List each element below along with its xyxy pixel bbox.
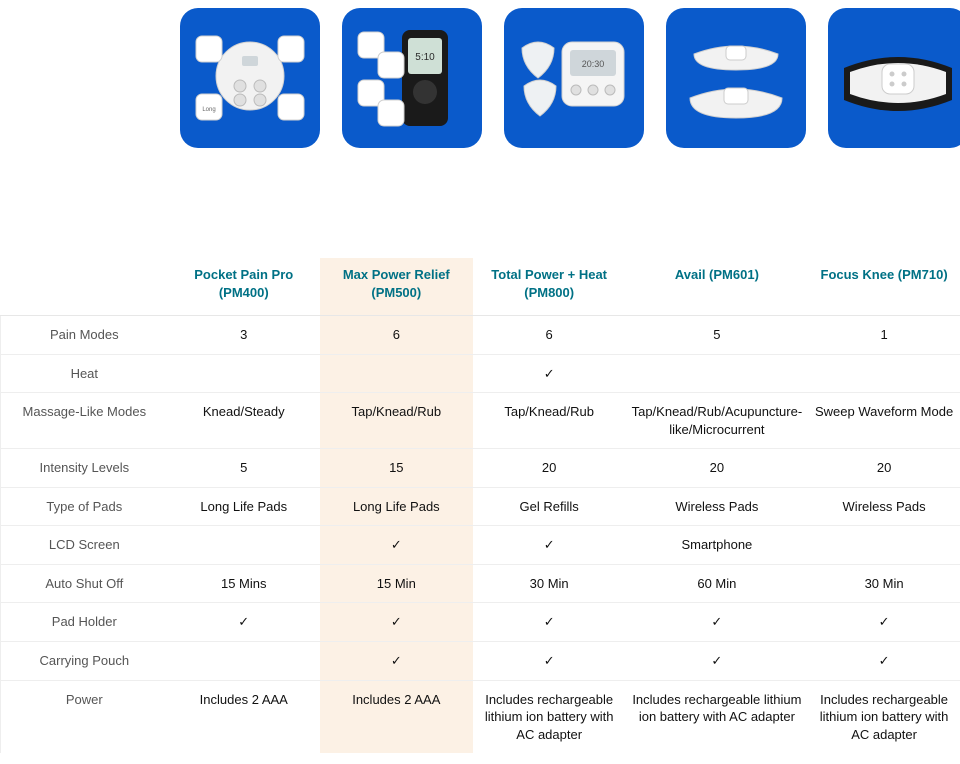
table-row: Auto Shut Off15 Mins15 Min30 Min60 Min30…	[1, 564, 960, 603]
row-label: Power	[1, 680, 168, 753]
cell: Wireless Pads	[626, 487, 809, 526]
table-row: Type of PadsLong Life PadsLong Life Pads…	[1, 487, 960, 526]
cell	[626, 354, 809, 393]
cell: ✓	[626, 603, 809, 642]
cell: 20	[626, 449, 809, 488]
table-row: Heat ✓	[1, 354, 960, 393]
cell: Long Life Pads	[168, 487, 320, 526]
cell: Includes 2 AAA	[168, 680, 320, 753]
table-row: Pain Modes36651	[1, 316, 960, 355]
table-row: PowerIncludes 2 AAAIncludes 2 AAAInclude…	[1, 680, 960, 753]
col-header-pm500[interactable]: Max Power Relief (PM500)	[320, 258, 473, 316]
cell: 15 Min	[320, 564, 473, 603]
col-header-pm400[interactable]: Pocket Pain Pro (PM400)	[168, 258, 320, 316]
cell: Includes rechargeable lithium ion batter…	[626, 680, 809, 753]
row-label: Pad Holder	[1, 603, 168, 642]
product-link[interactable]: Avail (PM601)	[632, 266, 803, 284]
cell: 15 Mins	[168, 564, 320, 603]
col-header-pm601[interactable]: Avail (PM601)	[626, 258, 809, 316]
table-row: Carrying Pouch✓✓✓✓	[1, 642, 960, 681]
cell: 6	[473, 316, 626, 355]
cell: 30 Min	[808, 564, 960, 603]
cell: Long Life Pads	[320, 487, 473, 526]
cell: Knead/Steady	[168, 393, 320, 449]
row-label: LCD Screen	[1, 526, 168, 565]
product-thumb-pm710[interactable]	[828, 8, 960, 148]
col-header-pm710[interactable]: Focus Knee (PM710)	[808, 258, 960, 316]
cell: Sweep Waveform Mode	[808, 393, 960, 449]
col-header-pm800[interactable]: Total Power + Heat (PM800)	[473, 258, 626, 316]
cell: ✓	[473, 354, 626, 393]
row-label: Heat	[1, 354, 168, 393]
svg-text:5:10: 5:10	[415, 52, 435, 63]
cell: Includes rechargeable lithium ion batter…	[808, 680, 960, 753]
cell: 6	[320, 316, 473, 355]
product-thumbnail-row: Long 5:10 20:30	[0, 0, 960, 148]
product-link[interactable]: Focus Knee (PM710)	[814, 266, 954, 284]
product-link[interactable]: Total Power + Heat (PM800)	[479, 266, 620, 301]
row-label: Auto Shut Off	[1, 564, 168, 603]
cell: ✓	[626, 642, 809, 681]
cell	[808, 354, 960, 393]
cell: ✓	[320, 526, 473, 565]
product-thumb-pm400[interactable]: Long	[180, 8, 320, 148]
cell: 20	[473, 449, 626, 488]
cell: Includes 2 AAA	[320, 680, 473, 753]
cell: Wireless Pads	[808, 487, 960, 526]
cell: 5	[626, 316, 809, 355]
cell: ✓	[473, 642, 626, 681]
cell: Smartphone	[626, 526, 809, 565]
table-row: Intensity Levels515202020	[1, 449, 960, 488]
cell: 5	[168, 449, 320, 488]
table-header-row: Pocket Pain Pro (PM400) Max Power Relief…	[1, 258, 960, 316]
product-thumb-pm601[interactable]	[666, 8, 806, 148]
product-link[interactable]: Pocket Pain Pro (PM400)	[174, 266, 314, 301]
svg-text:Long: Long	[202, 107, 215, 113]
cell: 15	[320, 449, 473, 488]
cell: 30 Min	[473, 564, 626, 603]
table-row: Massage-Like ModesKnead/SteadyTap/Knead/…	[1, 393, 960, 449]
cell: Tap/Knead/Rub	[473, 393, 626, 449]
product-link[interactable]: Max Power Relief (PM500)	[326, 266, 467, 301]
cell: Tap/Knead/Rub/Acupuncture-like/Microcurr…	[626, 393, 809, 449]
cell: ✓	[320, 642, 473, 681]
cell	[320, 354, 473, 393]
cell: ✓	[168, 603, 320, 642]
row-label: Carrying Pouch	[1, 642, 168, 681]
product-thumb-pm800[interactable]: 20:30	[504, 8, 644, 148]
cell: 1	[808, 316, 960, 355]
cell: ✓	[808, 603, 960, 642]
cell: Gel Refills	[473, 487, 626, 526]
table-row: Pad Holder✓✓✓✓✓	[1, 603, 960, 642]
cell: Tap/Knead/Rub	[320, 393, 473, 449]
svg-text:20:30: 20:30	[582, 59, 605, 69]
cell: ✓	[473, 526, 626, 565]
cell	[808, 526, 960, 565]
cell: ✓	[473, 603, 626, 642]
cell: 20	[808, 449, 960, 488]
cell	[168, 354, 320, 393]
product-thumb-pm500[interactable]: 5:10	[342, 8, 482, 148]
row-label: Type of Pads	[1, 487, 168, 526]
cell: 60 Min	[626, 564, 809, 603]
cell: ✓	[320, 603, 473, 642]
cell	[168, 642, 320, 681]
table-row: LCD Screen✓✓Smartphone	[1, 526, 960, 565]
comparison-table: Pocket Pain Pro (PM400) Max Power Relief…	[0, 258, 960, 753]
row-label: Massage-Like Modes	[1, 393, 168, 449]
cell	[168, 526, 320, 565]
cell: Includes rechargeable lithium ion batter…	[473, 680, 626, 753]
row-label: Pain Modes	[1, 316, 168, 355]
cell: 3	[168, 316, 320, 355]
cell: ✓	[808, 642, 960, 681]
row-label: Intensity Levels	[1, 449, 168, 488]
